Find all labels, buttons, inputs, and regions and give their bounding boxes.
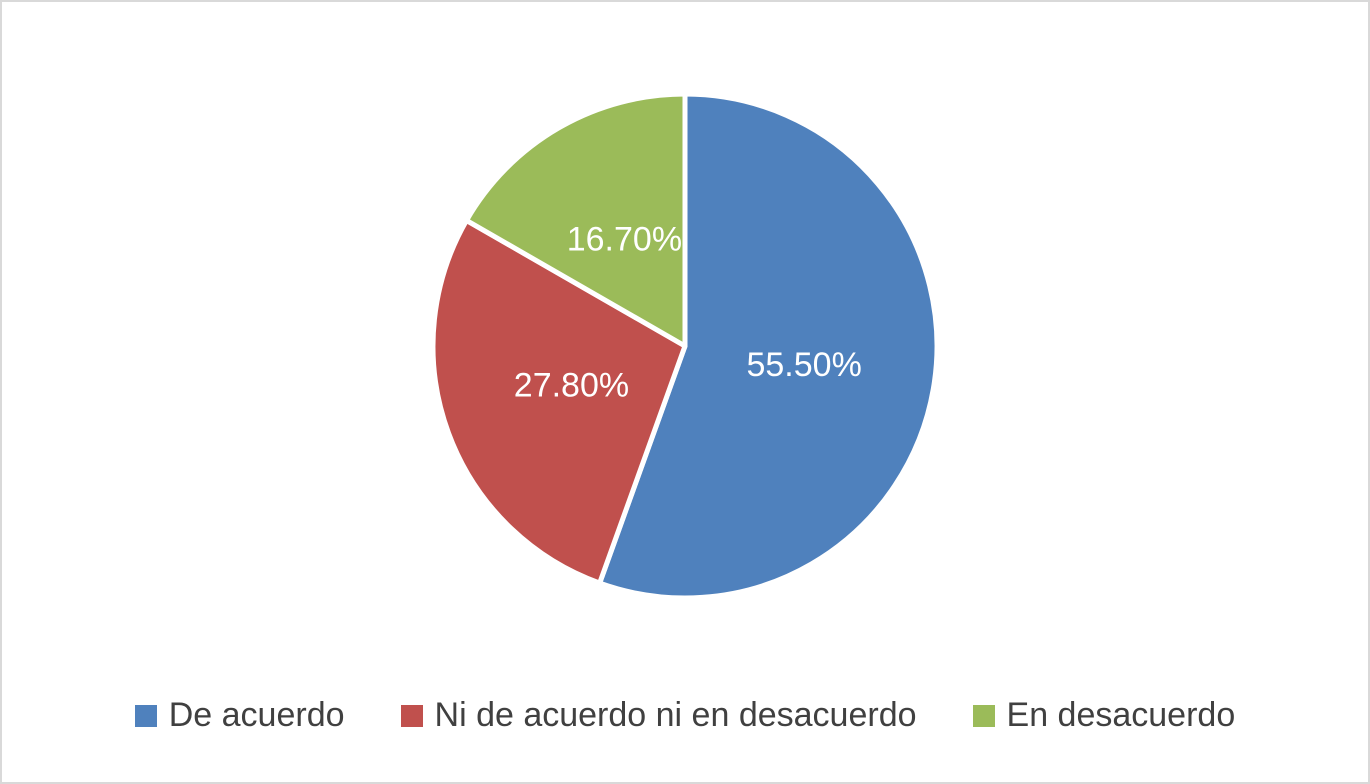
legend-label: En desacuerdo [1006,696,1236,734]
legend-label: Ni de acuerdo ni en desacuerdo [434,696,917,734]
data-label-neutral: 27.80% [514,367,629,405]
legend-item-en-desacuerdo: En desacuerdo [972,696,1236,735]
legend-item-de-acuerdo: De acuerdo [134,696,345,735]
pie-slice-de-acuerdo [597,91,940,601]
pie-chart: 55.50% 27.80% 16.70% [430,91,940,601]
legend-swatch-de-acuerdo [134,704,157,727]
legend: De acuerdo Ni de acuerdo ni en desacuerd… [2,696,1368,735]
legend-label: De acuerdo [168,696,345,734]
pie-slice-en-desacuerdo [463,91,688,349]
legend-item-neutral: Ni de acuerdo ni en desacuerdo [400,696,917,735]
data-label-de-acuerdo: 55.50% [746,346,861,384]
data-label-en-desacuerdo: 16.70% [567,220,682,258]
legend-swatch-en-desacuerdo [972,704,995,727]
legend-swatch-neutral [400,704,423,727]
